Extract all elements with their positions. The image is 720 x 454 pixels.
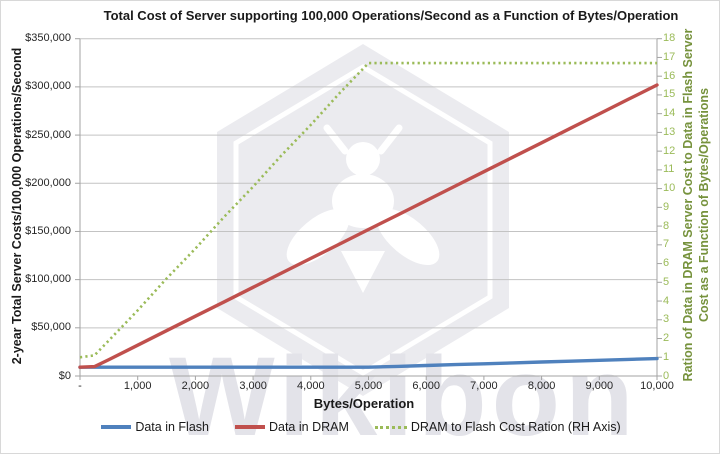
ratio-line-swatch bbox=[374, 425, 407, 429]
legend-label: DRAM to Flash Cost Ration (RH Axis) bbox=[410, 420, 621, 434]
dram-line-swatch bbox=[234, 425, 265, 429]
legend-item-data-in-flash: Data in Flash bbox=[101, 420, 209, 434]
legend-label: Data in Flash bbox=[135, 420, 209, 434]
legend-item-dram-to-flash-ratio: DRAM to Flash Cost Ration (RH Axis) bbox=[374, 420, 621, 434]
legend-item-data-in-dram: Data in DRAM bbox=[234, 420, 349, 434]
legend: Data in Flash Data in DRAM DRAM to Flash… bbox=[1, 420, 719, 434]
flash-line-swatch bbox=[101, 425, 132, 429]
plot-area bbox=[75, 38, 662, 380]
bee-icon bbox=[286, 124, 440, 293]
wikibon-hexagon-logo-watermark bbox=[217, 44, 509, 396]
legend-label: Data in DRAM bbox=[268, 420, 349, 434]
wikibon-wordmark-watermark: Wikibon bbox=[169, 334, 639, 454]
